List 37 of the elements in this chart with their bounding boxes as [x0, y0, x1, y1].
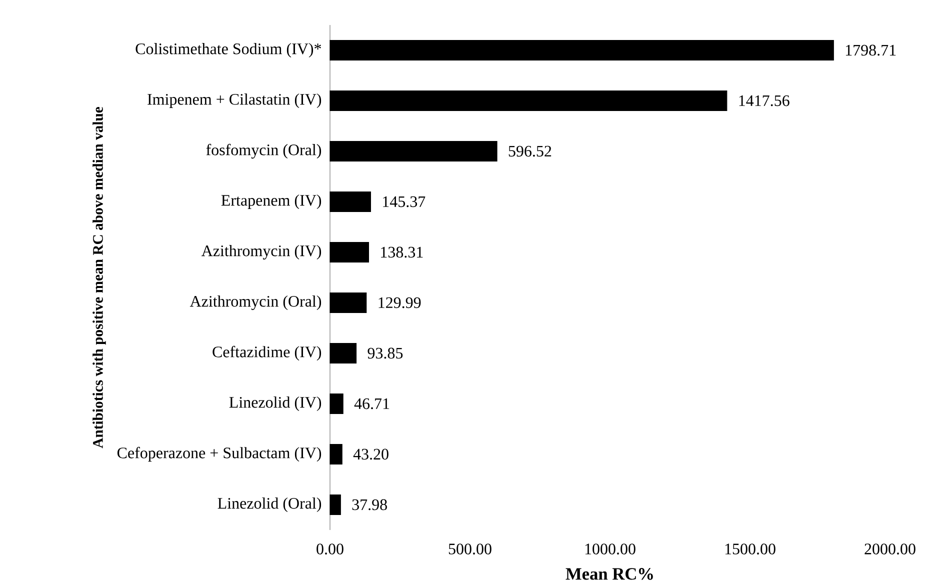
- data-label: 145.37: [383, 196, 426, 208]
- bar: [330, 444, 342, 465]
- data-label: 43.20: [353, 448, 388, 460]
- x-tick-label: 1000.00: [585, 544, 636, 554]
- y-axis-title: Antibiotics with positive mean RC above median value: [92, 106, 106, 448]
- y-tick-label: Ertapenem (IV): [221, 194, 322, 209]
- data-label: 596.52: [508, 146, 552, 157]
- y-tick-label: Colistimethate Sodium (IV)*: [136, 42, 321, 58]
- data-label: 46.71: [354, 398, 390, 410]
- x-axis-title: Mean RC%: [566, 568, 653, 580]
- data-label: 138.31: [381, 246, 423, 258]
- y-tick-label: Ceftazidime (IV): [212, 346, 322, 361]
- y-tick-label: Linezolid (IV): [229, 396, 322, 411]
- bar: [330, 342, 357, 364]
- bar: [330, 494, 341, 516]
- data-label: 1798.71: [846, 44, 896, 56]
- x-tick-label: 1500.00: [725, 544, 776, 554]
- bar: [330, 40, 834, 61]
- data-label: 129.99: [378, 297, 421, 308]
- bar: [330, 393, 344, 414]
- bar: [330, 191, 371, 212]
- x-tick-label: 500.00: [448, 544, 492, 554]
- y-tick-label: Azithromycin (Oral): [190, 295, 322, 310]
- bar: [330, 140, 498, 162]
- y-tick-label: fosfomycin (Oral): [206, 144, 322, 159]
- y-tick-label: Linezolid (Oral): [218, 497, 322, 512]
- x-tick-label: 0.00: [316, 544, 344, 554]
- y-tick-label: Imipenem + Cilastatin (IV): [148, 93, 322, 108]
- bar: [330, 242, 369, 263]
- y-tick-label: Cefoperazone + Sulbactam (IV): [117, 446, 322, 462]
- data-label: 37.98: [352, 499, 387, 510]
- x-tick-label: 2000.00: [864, 544, 916, 554]
- bar: [330, 90, 728, 112]
- y-tick-label: Azithromycin (IV): [201, 244, 322, 260]
- bar: [330, 292, 367, 314]
- data-label: 93.85: [368, 348, 403, 359]
- data-label: 1417.56: [739, 95, 790, 106]
